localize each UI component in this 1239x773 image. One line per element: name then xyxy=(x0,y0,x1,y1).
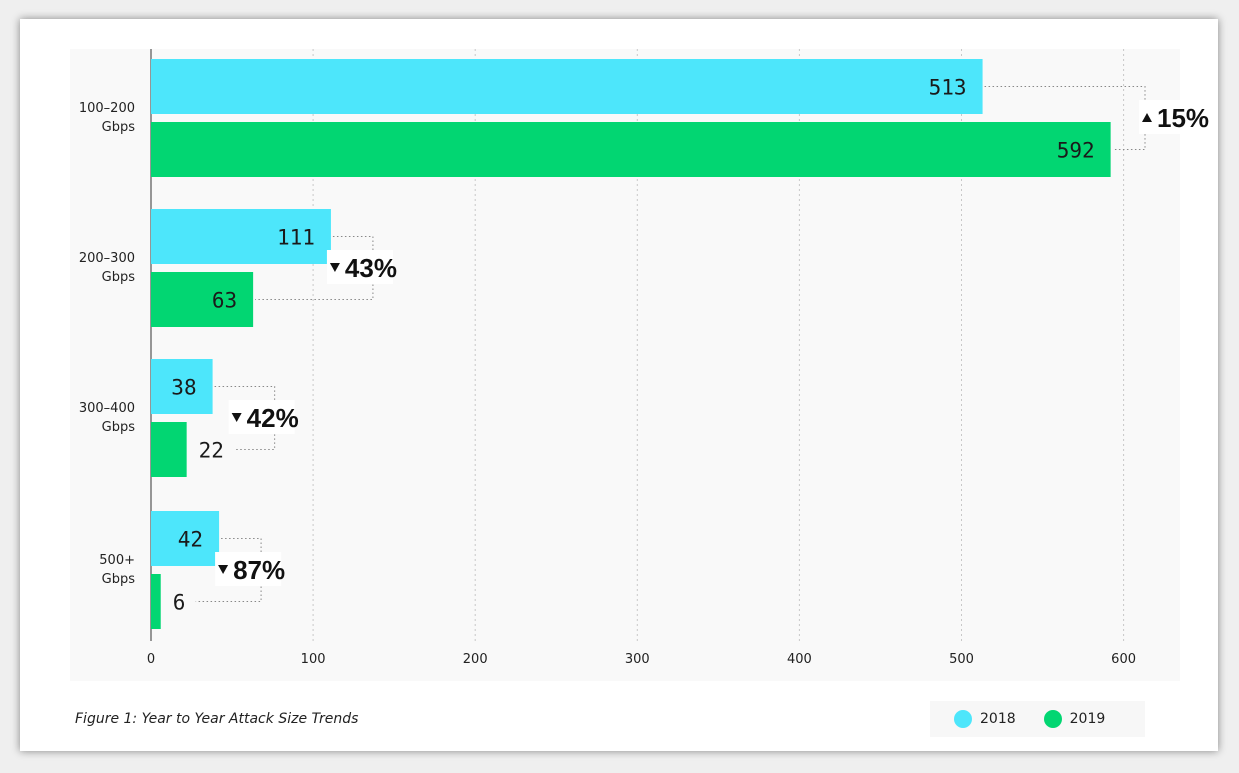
change-bracket xyxy=(255,236,374,300)
change-label-background xyxy=(228,400,295,434)
data-label: 22 xyxy=(199,439,224,463)
change-bracket xyxy=(195,538,262,602)
category-label: 100–200 xyxy=(79,101,135,116)
bar-2019 xyxy=(151,422,187,477)
bar-2019 xyxy=(151,574,161,629)
legend-label-2018: 2018 xyxy=(980,711,1016,727)
x-tick-label: 200 xyxy=(463,652,488,667)
data-label: 42 xyxy=(178,528,203,552)
figure-frame: 0 100 200 300 400 500 600 100–200 Gbps 513 592 15% 2… xyxy=(20,19,1218,751)
triangle-down-icon xyxy=(218,565,229,574)
category-label: 500+ xyxy=(99,553,135,568)
change-percent-label: 43% xyxy=(345,253,397,283)
change-percent-label: 15% xyxy=(1157,103,1209,133)
x-tick-label: 100 xyxy=(301,652,326,667)
legend-label-2019: 2019 xyxy=(1069,711,1106,727)
data-label: 38 xyxy=(171,376,196,400)
bar-2018 xyxy=(151,59,983,114)
change-label-background xyxy=(215,552,282,586)
data-label: 513 xyxy=(929,76,967,100)
x-tick-label: 400 xyxy=(787,652,812,667)
bar-2018 xyxy=(151,209,331,264)
category-label: Gbps xyxy=(102,420,136,435)
bar-2019 xyxy=(151,122,1111,177)
triangle-up-icon xyxy=(1142,113,1152,122)
change-percent-label: 42% xyxy=(247,403,299,433)
change-bracket xyxy=(984,86,1146,150)
data-label: 111 xyxy=(277,226,315,250)
category-label: Gbps xyxy=(102,270,136,285)
category-label: 200–300 xyxy=(79,251,135,266)
x-tick-label: 600 xyxy=(1111,652,1136,667)
triangle-down-icon xyxy=(231,413,242,422)
change-label-background xyxy=(326,250,393,284)
data-label: 6 xyxy=(173,591,186,615)
figure-caption: Figure 1: Year to Year Attack Size Trend… xyxy=(75,711,359,727)
change-percent-label: 87% xyxy=(233,555,285,585)
legend: 2018 2019 xyxy=(930,701,1145,737)
category-label: Gbps xyxy=(102,572,136,587)
legend-swatch-2018 xyxy=(954,710,972,728)
x-tick-label: 500 xyxy=(949,652,974,667)
bar-chart: 0 100 200 300 400 500 600 100–200 Gbps 513 592 15% 2… xyxy=(70,49,1209,681)
category-label: Gbps xyxy=(102,120,136,135)
data-label: 63 xyxy=(212,289,237,313)
bar-2018 xyxy=(151,511,220,566)
bar-2019 xyxy=(151,272,254,327)
triangle-down-icon xyxy=(329,263,340,272)
category-label: 300–400 xyxy=(79,401,135,416)
data-label: 592 xyxy=(1057,139,1095,163)
legend-swatch-2019 xyxy=(1043,710,1062,728)
x-tick-label: 300 xyxy=(625,652,650,667)
legend-item-2018: 2018 xyxy=(954,710,1016,728)
bar-2018 xyxy=(151,359,213,414)
legend-item-2019: 2019 xyxy=(1043,710,1106,728)
x-tick-label: 0 xyxy=(147,652,155,667)
change-label-background xyxy=(1139,100,1205,134)
